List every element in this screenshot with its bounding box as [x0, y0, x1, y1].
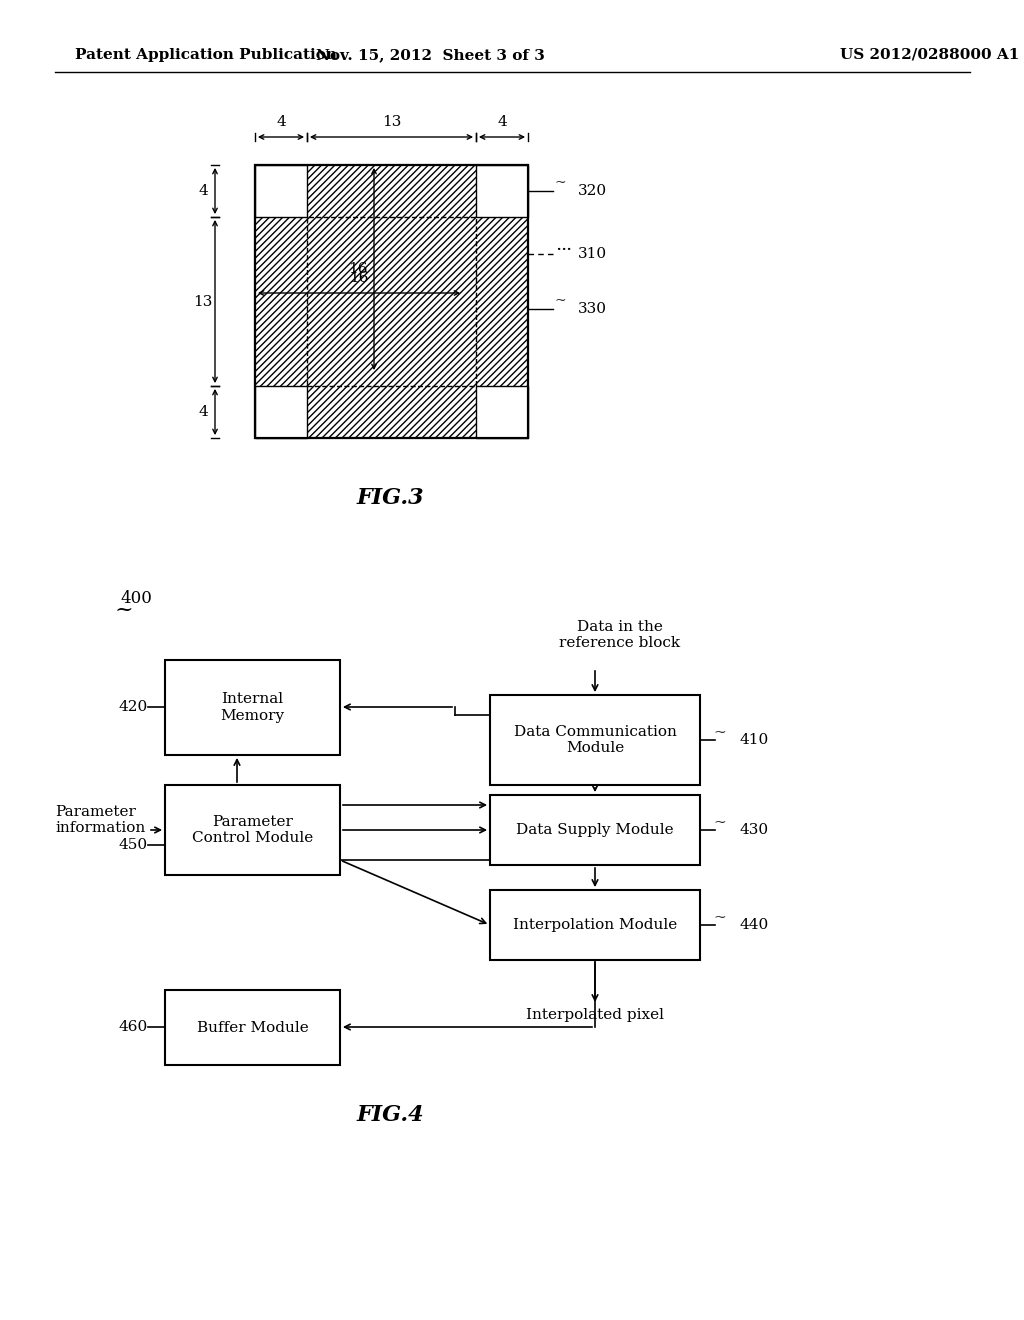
Bar — [165, 785, 340, 875]
Bar — [255, 165, 307, 216]
Text: ~: ~ — [555, 294, 566, 308]
Text: 310: 310 — [578, 247, 607, 261]
Text: 420: 420 — [119, 700, 148, 714]
Bar — [307, 216, 476, 385]
Bar — [476, 385, 528, 438]
Bar — [490, 890, 700, 960]
Text: 13: 13 — [194, 294, 213, 309]
Text: Parameter
Control Module: Parameter Control Module — [191, 814, 313, 845]
Text: FIG.4: FIG.4 — [356, 1104, 424, 1126]
Text: Data Communication
Module: Data Communication Module — [514, 725, 677, 755]
Text: 4: 4 — [198, 405, 208, 418]
Text: ~: ~ — [555, 176, 566, 190]
Text: Interpolated pixel: Interpolated pixel — [526, 1008, 664, 1022]
Bar — [255, 165, 528, 438]
Text: 330: 330 — [578, 302, 607, 315]
Text: Internal
Memory: Internal Memory — [220, 693, 285, 722]
Text: FIG.3: FIG.3 — [356, 487, 424, 510]
Text: 430: 430 — [740, 822, 769, 837]
Text: .: . — [555, 236, 561, 253]
Text: Data in the
reference block: Data in the reference block — [559, 620, 681, 651]
Text: 400: 400 — [120, 590, 152, 607]
Text: .: . — [565, 236, 571, 253]
Text: Parameter
information: Parameter information — [55, 805, 145, 836]
Text: 410: 410 — [740, 733, 769, 747]
Text: Nov. 15, 2012  Sheet 3 of 3: Nov. 15, 2012 Sheet 3 of 3 — [315, 48, 545, 62]
Bar — [476, 165, 528, 216]
Text: .: . — [560, 236, 566, 253]
Bar — [255, 385, 307, 438]
Text: 13: 13 — [382, 115, 401, 129]
Text: ~: ~ — [115, 599, 133, 620]
Text: Patent Application Publication: Patent Application Publication — [75, 48, 337, 62]
Text: 4: 4 — [276, 115, 286, 129]
Text: 450: 450 — [119, 838, 148, 851]
Bar — [165, 990, 340, 1065]
Text: 4: 4 — [198, 183, 208, 198]
Text: ~: ~ — [713, 726, 726, 741]
Text: 460: 460 — [119, 1020, 148, 1034]
Text: 4: 4 — [497, 115, 507, 129]
Text: ~: ~ — [713, 816, 726, 830]
Bar — [490, 696, 700, 785]
Text: ~: ~ — [713, 911, 726, 925]
Text: 16: 16 — [349, 271, 369, 285]
Text: Data Supply Module: Data Supply Module — [516, 822, 674, 837]
Bar — [165, 660, 340, 755]
Text: Buffer Module: Buffer Module — [197, 1020, 308, 1035]
Text: Interpolation Module: Interpolation Module — [513, 917, 677, 932]
Text: US 2012/0288000 A1: US 2012/0288000 A1 — [840, 48, 1019, 62]
Text: 440: 440 — [740, 917, 769, 932]
Text: 320: 320 — [578, 183, 607, 198]
Bar — [255, 165, 528, 438]
Bar — [490, 795, 700, 865]
Text: 16: 16 — [348, 261, 368, 276]
Bar — [255, 165, 528, 438]
